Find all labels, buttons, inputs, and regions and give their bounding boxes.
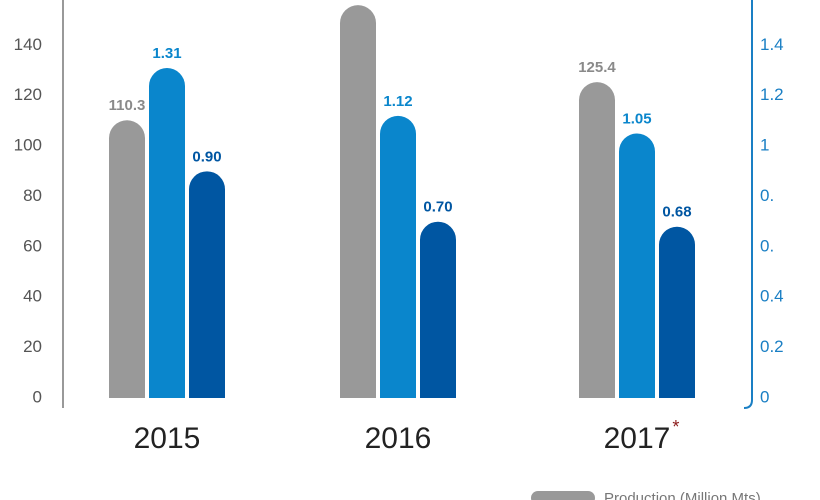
legend-label: Production (Million Mts) (604, 490, 761, 500)
y-tick-label: 160 (14, 0, 42, 3)
value-label: 1.31 (152, 45, 181, 62)
bar (659, 226, 695, 398)
bar (619, 133, 655, 398)
y2-tick-label: 1.2 (760, 85, 784, 104)
value-label: 125.4 (578, 59, 616, 76)
bar (109, 120, 145, 398)
y-tick-label: 120 (14, 85, 42, 104)
footnote-mark: * (672, 417, 679, 437)
y2-tick-label: 1 (760, 136, 769, 155)
bar (340, 5, 376, 398)
y2-tick-label: 0.4 (760, 287, 784, 306)
x-tick-label: 2015 (134, 422, 201, 455)
x-tick-label: 2016 (365, 422, 432, 455)
bar (189, 171, 225, 398)
y2-tick-label: 1.4 (760, 35, 784, 54)
right-axis (743, 0, 753, 409)
y2-tick-label: 0.2 (760, 337, 784, 356)
value-label: 110.3 (109, 97, 146, 114)
value-label: 0.70 (423, 199, 452, 216)
y2-tick-label: 0. (760, 186, 774, 205)
y-tick-label: 100 (14, 136, 42, 155)
bar (420, 221, 456, 398)
y-tick-label: 60 (23, 236, 42, 255)
y2-tick-label: 0. (760, 236, 774, 255)
legend-swatch (531, 491, 595, 500)
y-tick-label: 40 (23, 287, 42, 306)
bar (380, 115, 416, 398)
value-label: 1.12 (383, 93, 412, 110)
y2-tick-label: 0 (760, 387, 769, 406)
y-tick-label: 80 (23, 186, 42, 205)
y-tick-label: 20 (23, 337, 42, 356)
x-tick-label: 2017 (604, 422, 671, 455)
y-tick-label: 140 (14, 35, 42, 54)
bar (149, 68, 185, 398)
y2-tick-label: 1.6 (760, 0, 784, 3)
value-label: 1.05 (622, 111, 651, 128)
value-label: 0.90 (192, 148, 221, 165)
y-tick-label: 0 (33, 387, 42, 406)
value-label: 0.68 (662, 204, 691, 221)
bar (579, 82, 615, 399)
